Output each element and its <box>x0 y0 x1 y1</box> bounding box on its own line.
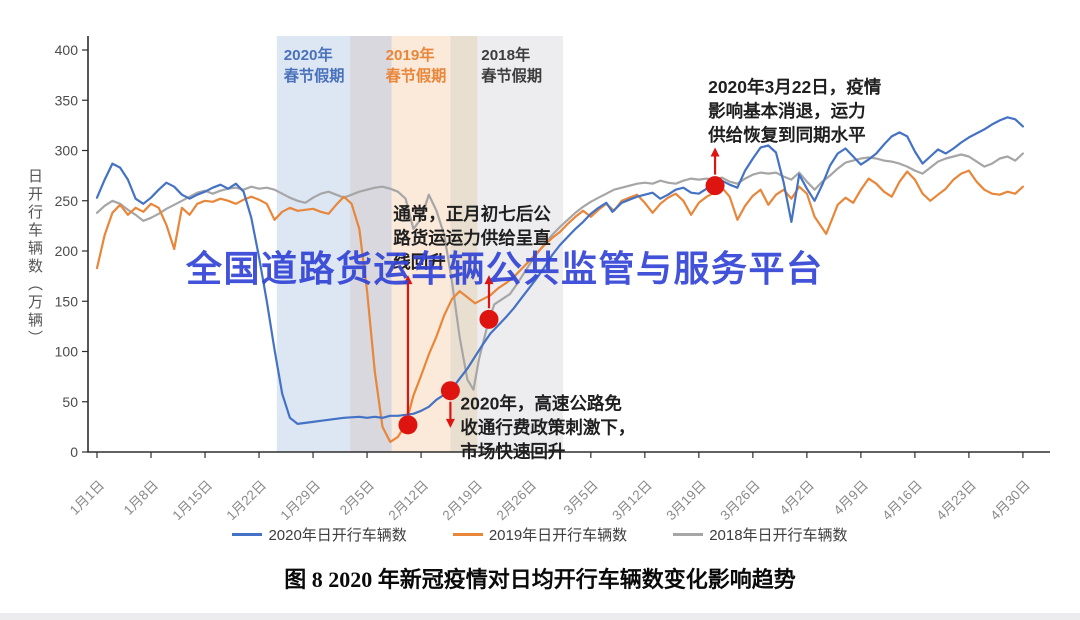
x-tick-label: 4月9日 <box>831 478 871 518</box>
legend-item: 2019年日开行车辆数 <box>452 524 628 545</box>
holiday-band-0 <box>276 36 351 452</box>
x-tick-label: 1月22日 <box>224 478 270 524</box>
series-line-2020年 <box>95 116 1025 425</box>
legend-line-swatch <box>452 533 483 536</box>
x-tick-label: 3月5日 <box>561 478 601 518</box>
event-marker <box>398 415 418 435</box>
y-tick-label: 300 <box>55 143 79 159</box>
band-label-2: 2018年春节假期 <box>481 46 542 85</box>
x-tick-label: 3月26日 <box>717 478 763 524</box>
x-tick-label: 3月12日 <box>609 478 655 524</box>
holiday-band-2 <box>391 36 451 452</box>
legend-label: 2018年日开行车辆数 <box>709 527 848 544</box>
bottom-strip-decoration <box>0 613 1080 620</box>
legend-line-swatch <box>673 533 704 536</box>
x-tick-label: 3月19日 <box>663 478 709 524</box>
event-marker <box>479 309 499 329</box>
x-tick-label: 2月26日 <box>494 478 540 524</box>
annotation-arrowhead <box>484 275 494 285</box>
band-label-0: 2020年春节假期 <box>284 46 345 85</box>
legend-item: 2018年日开行车辆数 <box>673 524 848 545</box>
y-tick-label: 400 <box>55 42 79 58</box>
annotation-arrowhead <box>445 418 455 428</box>
watermark-text: 全国道路货运车辆公共监管与服务平台 <box>186 248 824 289</box>
x-tick-label: 4月2日 <box>777 478 817 518</box>
x-tick-label: 2月19日 <box>440 478 486 524</box>
y-tick-label: 150 <box>55 293 79 309</box>
y-tick-label: 50 <box>62 394 78 410</box>
legend-item: 2020年日开行车辆数 <box>232 524 407 545</box>
x-tick-label: 4月30日 <box>987 478 1033 524</box>
y-tick-label: 350 <box>55 92 79 108</box>
y-tick-label: 250 <box>55 193 79 209</box>
y-tick-label: 200 <box>55 243 79 259</box>
holiday-band-4 <box>477 36 564 452</box>
x-tick-label: 4月23日 <box>933 478 979 524</box>
chart: 0 50 100 150 200 250 300 350 400 1月1日 1月8日 1月15日 1月2… <box>55 36 1050 524</box>
event-marker <box>440 381 460 401</box>
y-axis-title: 日开行车辆数（万辆） <box>26 168 43 348</box>
x-tick-label: 1月1日 <box>67 478 107 518</box>
y-tick-label: 100 <box>55 344 79 360</box>
event-marker <box>705 176 725 196</box>
x-tick-label: 2月5日 <box>337 478 377 518</box>
band-label-1: 2019年春节假期 <box>386 46 447 85</box>
annotation-arrowhead <box>403 275 413 285</box>
x-tick-label: 2月12日 <box>386 478 432 524</box>
x-tick-label: 4月16日 <box>879 478 925 524</box>
legend-label: 2019年日开行车辆数 <box>488 527 628 544</box>
y-tick-label: 0 <box>70 444 78 460</box>
annotation-toll-free-2020: 2020年，高速公路免收通行费政策刺激下，市场快速回升 <box>460 394 635 462</box>
figure-caption: 图 8 2020 年新冠疫情对日均开行车辆数变化影响趋势 <box>284 567 796 592</box>
legend-line-swatch <box>232 533 263 536</box>
series-line-2018年 <box>95 152 1025 391</box>
x-tick-label: 1月8日 <box>121 478 161 518</box>
holiday-band-1 <box>350 36 392 452</box>
legend: 2020年日开行车辆数 2019年日开行车辆数 2018年日开行车辆数 <box>0 524 1080 545</box>
annotation-normal-years: 通常，正月初七后公路货运运力供给呈直线回升 <box>393 204 551 272</box>
annotation-recovered-mar22: 2020年3月22日，疫情影响基本消退，运力供给恢复到同期水平 <box>707 77 882 145</box>
annotation-arrowhead <box>710 147 720 157</box>
x-tick-label: 1月29日 <box>278 478 324 524</box>
series-line-2019年 <box>95 169 1025 443</box>
legend-label: 2020年日开行车辆数 <box>268 527 407 544</box>
x-tick-label: 1月15日 <box>170 478 216 524</box>
